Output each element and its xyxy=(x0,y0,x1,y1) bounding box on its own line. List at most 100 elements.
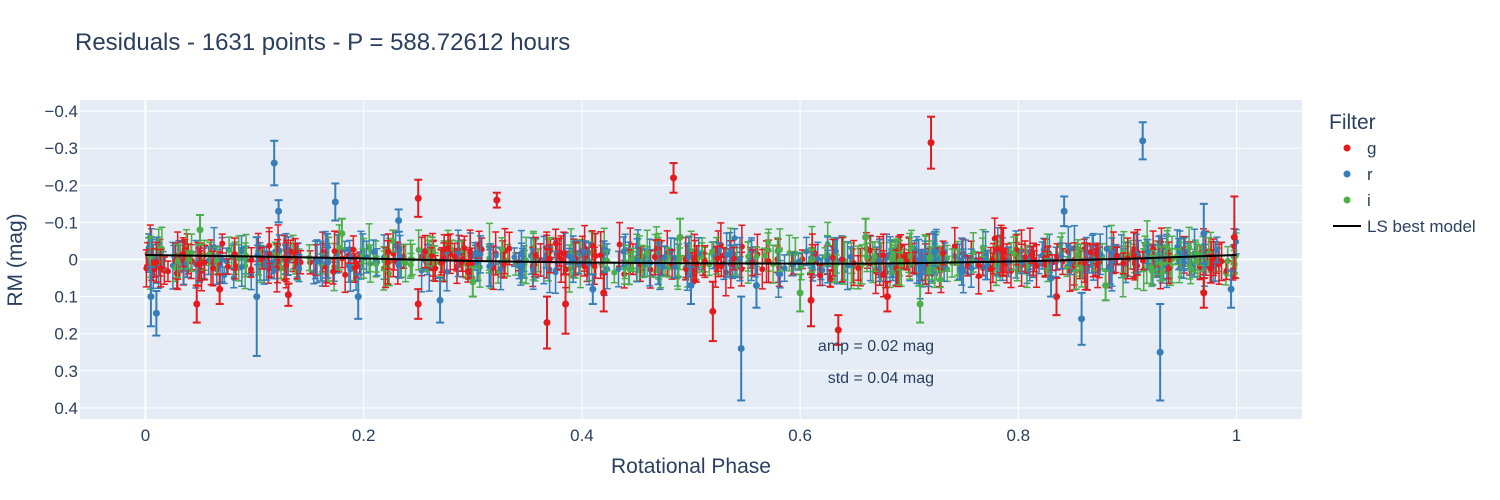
data-point xyxy=(651,254,658,261)
data-point xyxy=(580,248,587,255)
point-r[interactable] xyxy=(147,293,155,301)
ls-best-model-line xyxy=(145,254,1237,265)
data-point xyxy=(775,270,782,277)
point-i[interactable] xyxy=(676,233,684,241)
point-g[interactable] xyxy=(927,139,935,147)
point-g[interactable] xyxy=(709,307,717,315)
point-g[interactable] xyxy=(193,300,201,308)
legend-item-i[interactable]: i xyxy=(1343,191,1371,210)
point-r[interactable] xyxy=(253,293,261,301)
point-r[interactable] xyxy=(1060,207,1068,215)
data-point xyxy=(1113,252,1120,259)
point-r[interactable] xyxy=(354,293,362,301)
point-i[interactable] xyxy=(1102,281,1110,289)
data-point xyxy=(472,250,479,257)
point-g[interactable] xyxy=(414,300,422,308)
data-point xyxy=(511,254,518,261)
point-g[interactable] xyxy=(493,196,501,204)
point-r[interactable] xyxy=(275,207,283,215)
point-r[interactable] xyxy=(1078,315,1086,323)
point-r[interactable] xyxy=(1047,274,1055,282)
legend-title: Filter xyxy=(1329,111,1376,134)
legend-item-r[interactable]: r xyxy=(1343,165,1374,184)
data-point xyxy=(558,256,565,263)
point-r[interactable] xyxy=(687,281,695,289)
data-point xyxy=(201,259,208,266)
data-point xyxy=(824,256,831,263)
data-point xyxy=(532,252,539,259)
data-point xyxy=(546,255,553,262)
point-g[interactable] xyxy=(670,174,678,182)
x-tick-label: 0.6 xyxy=(788,426,812,445)
data-point xyxy=(748,248,755,255)
point-r[interactable] xyxy=(1200,230,1208,238)
point-g[interactable] xyxy=(543,319,551,327)
point-g[interactable] xyxy=(284,291,292,299)
x-tick-label: 0 xyxy=(141,426,150,445)
point-g[interactable] xyxy=(414,194,422,202)
point-i[interactable] xyxy=(338,230,346,238)
legend-item-ls-best-model[interactable]: LS best model xyxy=(1333,217,1476,236)
data-point xyxy=(930,247,937,254)
data-point xyxy=(445,244,452,251)
data-point xyxy=(718,263,725,270)
data-point xyxy=(776,247,783,254)
point-r[interactable] xyxy=(395,217,403,225)
data-point xyxy=(1148,268,1155,275)
point-g[interactable] xyxy=(883,293,891,301)
data-point xyxy=(1213,246,1220,253)
data-point xyxy=(238,263,245,270)
data-point xyxy=(871,253,878,260)
data-point xyxy=(944,255,951,262)
data-point xyxy=(224,263,231,270)
point-r[interactable] xyxy=(331,198,339,206)
data-point xyxy=(1081,259,1088,266)
point-g[interactable] xyxy=(216,285,224,293)
point-i[interactable] xyxy=(196,226,204,234)
data-point xyxy=(373,261,380,268)
point-g[interactable] xyxy=(1200,289,1208,297)
data-point xyxy=(816,272,823,279)
data-point xyxy=(731,255,738,262)
point-i[interactable] xyxy=(862,233,870,241)
point-r[interactable] xyxy=(752,281,760,289)
point-r[interactable] xyxy=(1139,137,1147,145)
point-r[interactable] xyxy=(270,159,278,167)
point-g[interactable] xyxy=(562,300,570,308)
data-point xyxy=(1224,258,1231,265)
point-i[interactable] xyxy=(469,278,477,286)
data-point xyxy=(672,264,679,271)
data-point xyxy=(1087,249,1094,256)
point-g[interactable] xyxy=(1230,233,1238,241)
legend-item-g[interactable]: g xyxy=(1343,139,1377,158)
data-point xyxy=(814,255,821,262)
point-r[interactable] xyxy=(436,296,444,304)
data-point xyxy=(686,253,693,260)
point-i[interactable] xyxy=(916,300,924,308)
point-g[interactable] xyxy=(834,326,842,334)
point-g[interactable] xyxy=(1053,293,1061,301)
data-point xyxy=(1010,250,1017,257)
data-point xyxy=(798,263,805,270)
chart-title: Residuals - 1631 points - P = 588.72612 … xyxy=(75,29,570,56)
point-i[interactable] xyxy=(796,289,804,297)
y-tick-label: −0.3 xyxy=(44,139,78,158)
data-point xyxy=(616,241,623,248)
y-tick-label: −0.1 xyxy=(44,213,78,232)
std-annotation: std = 0.04 mag xyxy=(828,370,934,387)
data-point xyxy=(1164,244,1171,251)
point-r[interactable] xyxy=(1227,285,1235,293)
y-tick-label: 0 xyxy=(69,251,78,270)
data-point xyxy=(395,261,402,268)
data-point xyxy=(477,251,484,258)
legend-label-model: LS best model xyxy=(1367,217,1476,236)
point-g[interactable] xyxy=(600,289,608,297)
point-r[interactable] xyxy=(152,309,160,317)
data-point xyxy=(839,256,846,263)
point-r[interactable] xyxy=(589,285,597,293)
data-point xyxy=(153,259,160,266)
point-r[interactable] xyxy=(737,345,745,353)
point-r[interactable] xyxy=(1156,348,1164,356)
point-g[interactable] xyxy=(807,296,815,304)
data-point xyxy=(1218,258,1225,265)
